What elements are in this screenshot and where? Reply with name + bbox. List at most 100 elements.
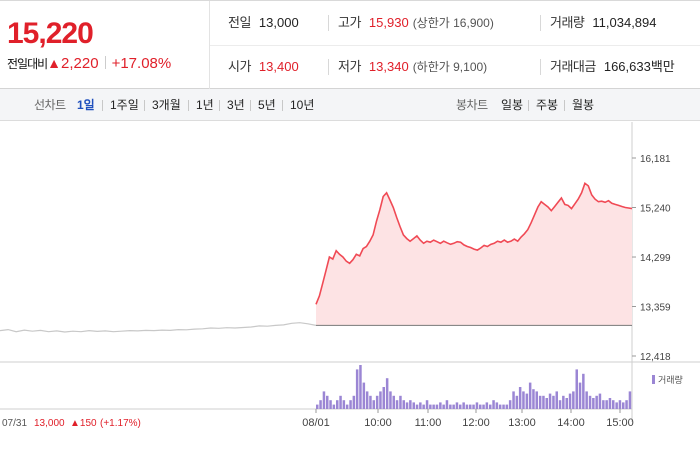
amount-cell: 거래대금 166,633백만 <box>550 45 675 89</box>
tab-daily-candle[interactable]: 일봉 <box>501 98 524 112</box>
volume-bar <box>588 395 592 409</box>
volume-bar <box>489 404 492 409</box>
volume-bar <box>532 389 535 409</box>
volume-bar <box>558 400 562 409</box>
volume-bar <box>422 404 425 409</box>
volume-bar <box>365 391 369 409</box>
open-label: 시가 <box>228 59 251 74</box>
upper-limit-note: (상한가 16,900) <box>412 16 494 30</box>
row-divider <box>210 45 700 46</box>
change-rate: +17.08% <box>111 55 172 72</box>
volume-bar <box>518 387 522 409</box>
volume-bar <box>465 404 469 409</box>
volume-bar <box>479 404 482 409</box>
volume-bar <box>362 382 366 409</box>
line-chart-label: 선차트 <box>34 98 66 112</box>
high-cell: 고가 15,930 (상한가 16,900) <box>338 1 494 45</box>
volume-bar <box>522 391 525 409</box>
volume-bar <box>469 404 472 409</box>
volume-bar <box>625 400 628 409</box>
volume-bar <box>552 395 555 409</box>
volume-bar <box>459 404 462 409</box>
tab-1-day[interactable]: 1일 <box>77 98 95 112</box>
prev-day-close: 13,000 <box>34 418 65 429</box>
volume-bar <box>492 400 495 409</box>
volume-bar <box>329 400 332 409</box>
volume-bar <box>472 404 475 409</box>
prev-day-rate: (+1.17%) <box>100 418 141 429</box>
low-label: 저가 <box>338 59 361 74</box>
volume-bar <box>572 391 575 409</box>
volume-bar <box>319 400 322 409</box>
tab-5-years[interactable]: 5년 <box>258 98 276 112</box>
tab-weekly-candle[interactable]: 주봉 <box>536 98 559 112</box>
volume-bar <box>419 402 422 409</box>
volume-bar <box>612 400 615 409</box>
prev-close-cell: 전일 13,000 <box>228 1 299 45</box>
y-tick-label: 16,181 <box>640 154 671 165</box>
volume-bar <box>578 382 582 409</box>
tab-10-years[interactable]: 10년 <box>290 98 315 112</box>
volume-bar <box>475 402 479 409</box>
volume-cell: 거래량 11,034,894 <box>550 1 657 45</box>
current-price: 15,220 <box>7 17 94 50</box>
volume-bar <box>515 395 519 409</box>
tab-monthly-candle[interactable]: 월봉 <box>572 98 595 112</box>
price-line <box>315 181 633 305</box>
volume-bar <box>545 398 548 409</box>
lower-limit-note: (하한가 9,100) <box>412 60 488 74</box>
divider <box>219 100 220 111</box>
tab-3-years[interactable]: 3년 <box>227 98 245 112</box>
volume-bar <box>462 402 465 409</box>
volume-legend: 거래량 <box>652 374 683 385</box>
volume-bar <box>395 400 399 409</box>
tab-1-year[interactable]: 1년 <box>196 98 214 112</box>
divider <box>104 56 106 69</box>
quote-summary: 15,220 전일대비▲2,220 +17.08% 전일 13,000 고가 15,9… <box>0 1 700 89</box>
volume-bar <box>379 391 382 409</box>
divider <box>564 100 565 111</box>
high-label: 고가 <box>338 15 361 30</box>
price-box: 15,220 전일대비▲2,220 +17.08% <box>0 1 210 89</box>
change-line: 전일대비▲2,220 +17.08% <box>7 55 171 73</box>
volume-bar <box>412 402 415 409</box>
volume-bar <box>449 404 452 409</box>
volume-bar <box>442 404 445 409</box>
previous-day-line <box>0 322 317 333</box>
volume-bar <box>402 400 405 409</box>
volume-bar <box>372 400 375 409</box>
x-tick-label: 12:00 <box>462 417 490 429</box>
volume-bar <box>498 404 502 409</box>
open-value: 13,400 <box>258 59 299 74</box>
tab-1-week[interactable]: 1주일 <box>110 98 139 112</box>
volume-bar <box>326 395 329 409</box>
prev-close-value: 13,000 <box>258 15 299 30</box>
volume-bar <box>339 395 342 409</box>
tab-3-months[interactable]: 3개월 <box>152 98 181 112</box>
volume-bar <box>345 404 349 409</box>
up-arrow-icon: ▲ <box>47 55 62 71</box>
open-cell: 시가 13,400 <box>228 45 299 89</box>
volume-bar <box>562 395 565 409</box>
low-cell: 저가 13,340 (하한가 9,100) <box>338 45 487 89</box>
divider <box>282 100 283 111</box>
volume-bar <box>355 369 359 409</box>
volume-bar <box>385 378 389 409</box>
divider <box>102 100 103 111</box>
divider <box>250 100 251 111</box>
volume-bar <box>555 391 558 409</box>
x-tick-label: 14:00 <box>557 417 585 429</box>
y-tick-label: 13,359 <box>640 302 671 313</box>
volume-bar <box>332 404 336 409</box>
volume-bar <box>352 395 356 409</box>
volume-bar <box>445 400 449 409</box>
x-tick-label: 11:00 <box>415 417 442 429</box>
volume-bar <box>369 395 372 409</box>
price-chart-svg: 16,181 15,240 14,299 13,359 12,418 08/01 10:0… <box>0 122 700 429</box>
divider <box>188 100 189 111</box>
amount-value: 166,633 <box>603 59 651 74</box>
volume-bar <box>409 400 412 409</box>
candle-chart-label: 봉차트 <box>456 98 488 112</box>
volume-bar <box>592 398 595 409</box>
